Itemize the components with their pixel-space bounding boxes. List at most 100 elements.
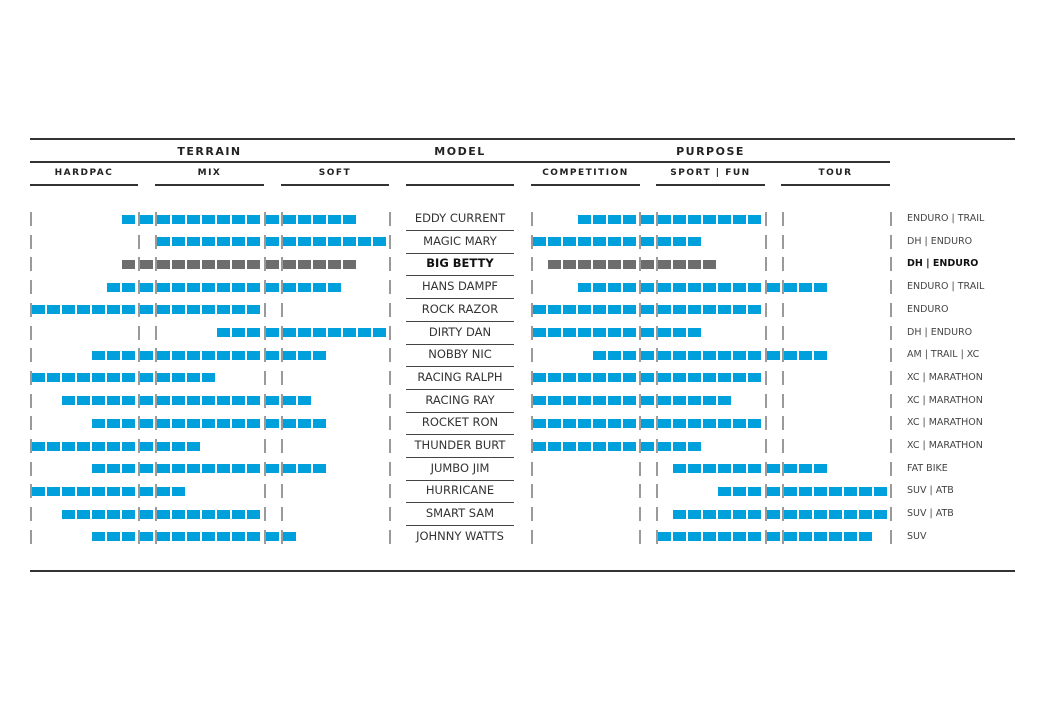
use-tick <box>890 325 892 340</box>
purpose-bar-segment <box>533 373 546 383</box>
terrain-bar-segment <box>247 305 260 315</box>
terrain-bar-segment <box>157 305 170 315</box>
terrain-bar-segment <box>140 282 153 292</box>
terrain-bar-segment <box>232 237 245 247</box>
terrain-bar-segment <box>172 418 185 428</box>
purpose-scale-tick <box>782 416 784 431</box>
terrain-scale-tick <box>30 348 32 363</box>
terrain-bar-segment <box>157 418 170 428</box>
purpose-bar-segment <box>641 328 654 337</box>
terrain-bar-segment <box>157 373 170 383</box>
purpose-bar-segment <box>593 328 606 337</box>
purpose-bar-segment <box>814 350 827 360</box>
purpose-scale-tick <box>531 370 533 385</box>
purpose-bar-segment <box>658 418 671 428</box>
purpose-bar-segment <box>641 441 654 451</box>
terrain-scale-tick <box>155 439 157 453</box>
purpose-bar-segment <box>641 282 654 292</box>
mix-header: MIX <box>197 168 222 178</box>
terrain-bar-segment <box>232 259 245 269</box>
purpose-scale-tick <box>656 507 658 522</box>
purpose-bar-segment <box>548 328 561 337</box>
terrain-bar-segment <box>247 259 260 269</box>
terrain-bar-segment <box>266 464 279 474</box>
terrain-scale-tick <box>389 507 391 522</box>
purpose-bar-segment <box>623 350 636 360</box>
terrain-bar-segment <box>107 441 120 451</box>
terrain-bar-segment <box>47 305 60 315</box>
purpose-bar-segment <box>563 328 576 337</box>
terrain-scale-tick <box>264 370 266 385</box>
terrain-scale-tick <box>30 484 32 499</box>
purpose-bar-segment <box>703 305 716 315</box>
purpose-bar-segment <box>733 305 746 315</box>
terrain-bar-segment <box>247 464 260 474</box>
use-category: DH | ENDURO <box>907 326 973 338</box>
purpose-bar-segment <box>733 350 746 360</box>
purpose-bar-segment <box>767 464 780 474</box>
purpose-scale-tick <box>782 212 784 226</box>
terrain-scale-tick <box>138 416 140 431</box>
terrain-scale-tick <box>155 302 157 317</box>
purpose-bar-segment <box>799 509 812 519</box>
model-divider <box>406 252 514 254</box>
purpose-scale-tick <box>782 302 784 317</box>
terrain-bar-segment <box>107 532 120 542</box>
terrain-bar-segment <box>358 237 371 247</box>
subheader-rule <box>406 184 514 186</box>
purpose-scale-tick <box>639 529 641 544</box>
terrain-bar-segment <box>298 237 311 247</box>
use-category: ENDURO | TRAIL <box>907 213 985 224</box>
purpose-bar-segment <box>703 259 716 269</box>
terrain-bar-segment <box>92 396 105 406</box>
use-category: SUV | ATB <box>907 508 954 520</box>
terrain-scale-tick <box>155 416 157 431</box>
purpose-scale-tick <box>656 302 658 317</box>
terrain-bar-segment <box>157 214 170 224</box>
terrain-bar-segment <box>283 282 296 292</box>
use-tick <box>890 280 892 295</box>
terrain-bar-segment <box>107 464 120 474</box>
purpose-scale-tick <box>656 234 658 249</box>
terrain-bar-segment <box>313 214 326 224</box>
purpose-bar-segment <box>784 509 797 519</box>
terrain-bar-segment <box>92 418 105 428</box>
terrain-scale-tick <box>264 325 266 340</box>
terrain-bar-segment <box>217 418 230 428</box>
purpose-scale-tick <box>782 370 784 385</box>
purpose-bar-segment <box>673 259 686 269</box>
terrain-scale-tick <box>155 280 157 295</box>
terrain-bar-segment <box>298 464 311 474</box>
model-divider <box>406 411 514 413</box>
purpose-bar-segment <box>733 486 746 496</box>
terrain-bar-segment <box>247 532 260 542</box>
purpose-scale-tick <box>656 280 658 295</box>
terrain-bar-segment <box>298 214 311 224</box>
terrain-scale-tick <box>281 257 283 272</box>
terrain-bar-segment <box>217 350 230 360</box>
terrain-bar-segment <box>172 441 185 451</box>
purpose-scale-tick <box>639 348 641 363</box>
purpose-bar-segment <box>658 532 671 542</box>
purpose-scale-tick <box>531 529 533 544</box>
terrain-bar-segment <box>217 259 230 269</box>
terrain-scale-tick <box>281 529 283 544</box>
terrain-bar-segment <box>187 509 200 519</box>
terrain-bar-segment <box>328 214 341 224</box>
model-divider <box>406 343 514 345</box>
terrain-bar-segment <box>232 282 245 292</box>
use-category: FAT BIKE <box>907 462 948 474</box>
terrain-bar-segment <box>140 418 153 428</box>
purpose-scale-tick <box>765 393 767 408</box>
purpose-bar-segment <box>578 214 591 224</box>
terrain-bar-segment <box>187 259 200 269</box>
purpose-bar-segment <box>608 328 621 337</box>
purpose-bar-segment <box>767 486 780 496</box>
use-tick <box>890 507 892 522</box>
purpose-scale-tick <box>782 484 784 499</box>
terrain-bar-segment <box>62 441 75 451</box>
purpose-bar-segment <box>733 418 746 428</box>
terrain-bar-segment <box>266 532 279 542</box>
terrain-scale-tick <box>281 280 283 295</box>
terrain-bar-segment <box>266 259 279 269</box>
